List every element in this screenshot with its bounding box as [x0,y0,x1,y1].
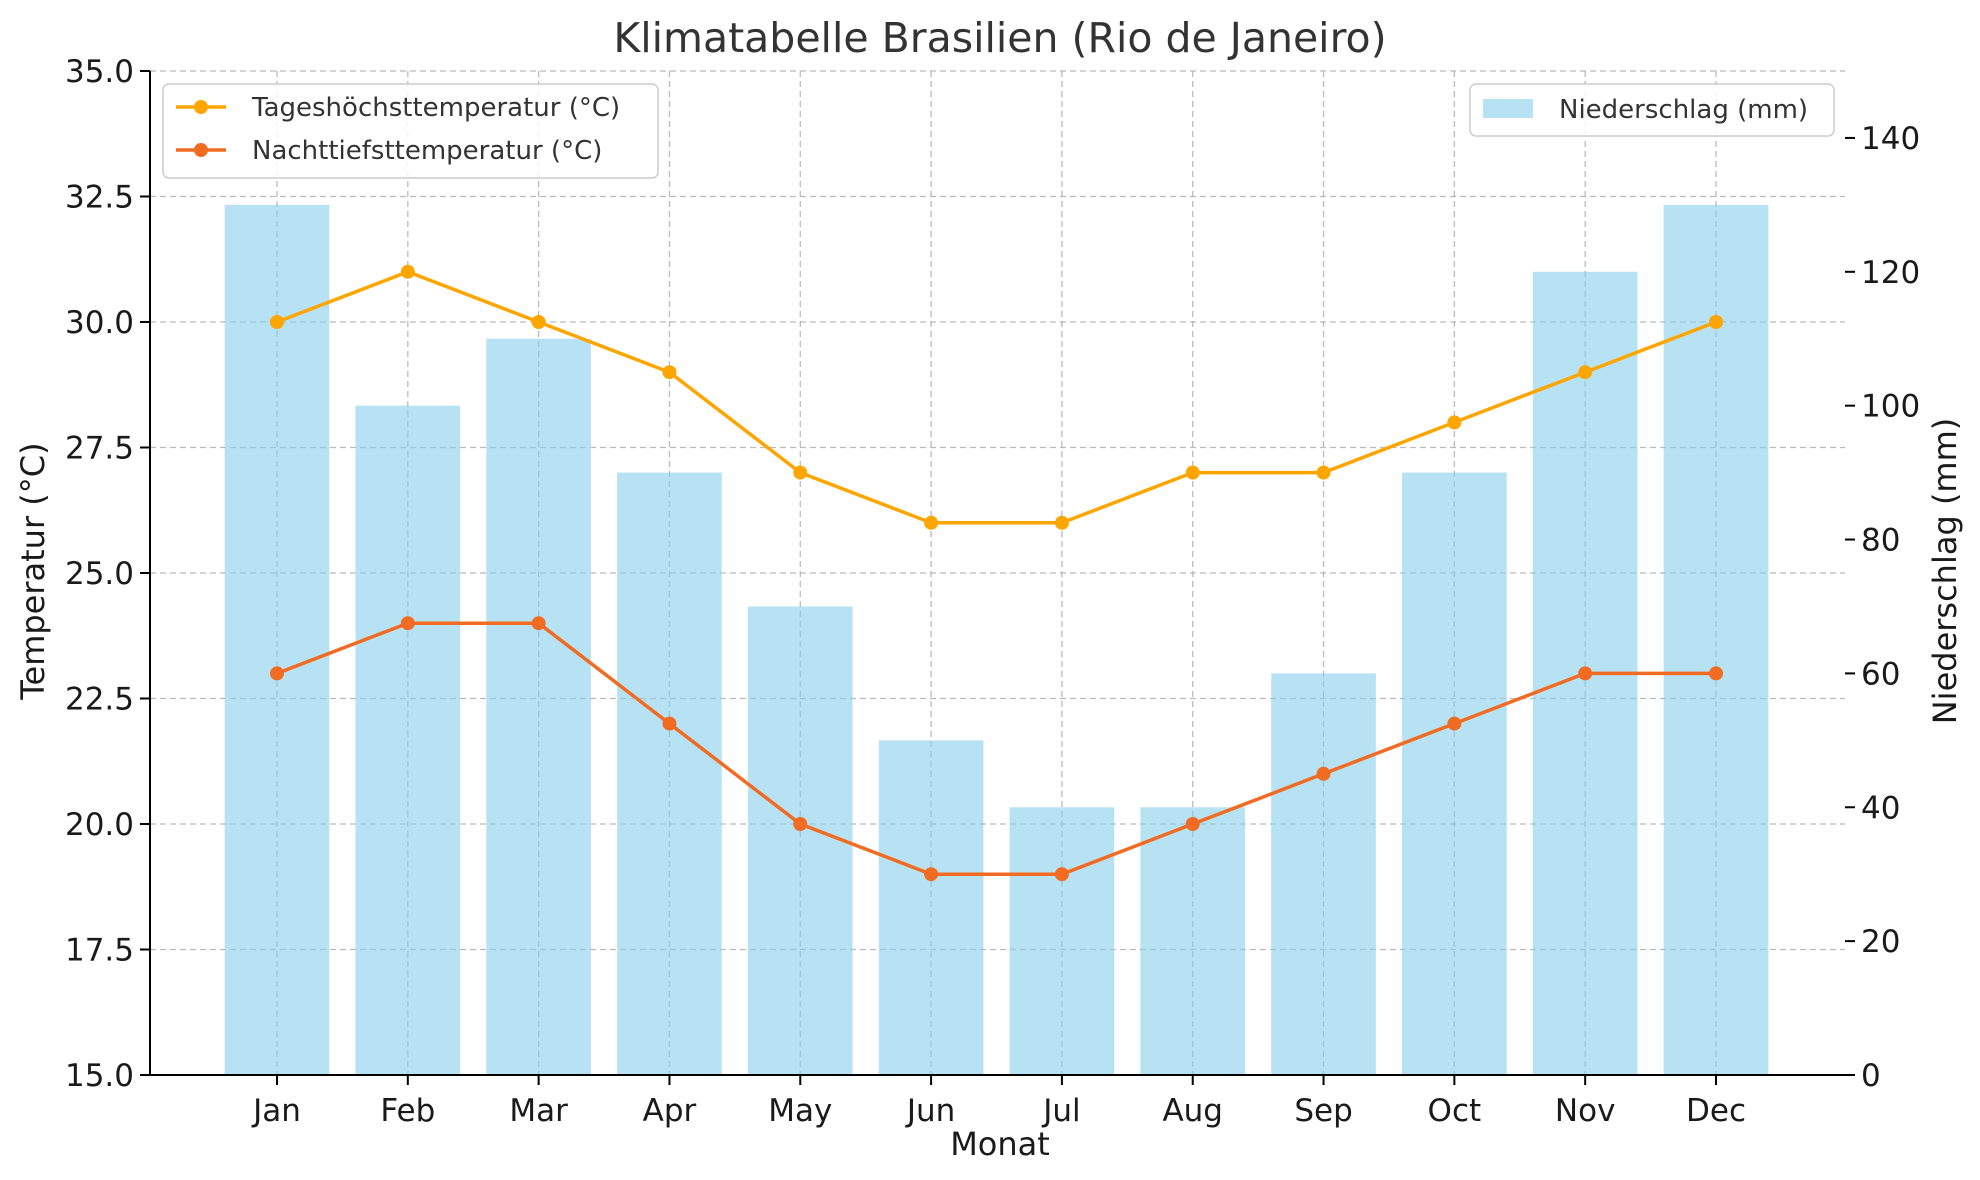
x-axis-title: Monat [950,1125,1050,1163]
precipitation-bar [747,606,853,1075]
max-temp-point [1054,515,1069,530]
left-y-tick-label: 20.0 [65,807,134,843]
max-temp-point [400,264,415,279]
right-y-tick-label: 140 [1861,121,1920,157]
left-y-tick-label: 25.0 [65,556,134,592]
left-y-tick-label: 15.0 [65,1058,134,1094]
right-y-tick-label: 40 [1861,790,1900,826]
x-tick-label: Dec [1686,1093,1746,1129]
left-y-tick-label: 22.5 [65,682,134,718]
min-temp-point [1709,666,1723,681]
precipitation-bar [1663,204,1769,1075]
precipitation-bar [1009,807,1115,1075]
right-y-tick-label: 0 [1861,1058,1881,1094]
left-y-tick-label: 27.5 [65,431,134,467]
legend-precipitation-swatch [1483,99,1533,118]
max-temp-point [1316,465,1331,480]
right-y-tick-label: 100 [1861,389,1920,425]
legend-precipitation-label: Niederschlag (mm) [1559,95,1808,125]
min-temp-point [1316,766,1331,781]
x-tick-label: Mar [509,1093,568,1129]
max-temp-point [924,515,939,530]
legend-precipitation-box [1469,83,1835,137]
x-tick-label: Feb [380,1093,435,1129]
precipitation-bar [355,405,461,1076]
legend-temperature: Tageshöchsttemperatur (°C) Nachttiefstte… [162,83,659,179]
min-temp-point [1447,716,1462,731]
x-tick-label: Sep [1294,1093,1352,1129]
left-y-tick-label: 17.5 [65,933,134,969]
min-temp-point [1054,867,1069,882]
min-temp-point [793,817,808,831]
min-temp-point [270,666,284,681]
legend-temperature-box [162,83,659,179]
precipitation-bar [224,204,330,1075]
min-temp-point [400,616,415,631]
left-y-tick-label: 32.5 [65,180,134,216]
x-tick-label: Jan [251,1093,301,1129]
right-y-tick-label: 120 [1861,255,1920,291]
max-temp-point [1709,315,1723,329]
legend-precipitation: Niederschlag (mm) [1469,83,1835,137]
right-y-axis-title: Niederschlag (mm) [1926,418,1964,725]
min-temp-point [1185,817,1200,831]
x-tick-label: Oct [1428,1093,1482,1129]
max-temp-point [270,315,284,329]
left-y-tick-label: 30.0 [65,305,134,341]
min-temp-point [924,867,939,882]
axes-layer: 15.0 17.5 20.0 22.5 25.0 27.5 30.0 32.5 35.0 0 20 4… [65,54,1920,1129]
min-temp-line [276,621,1716,876]
legend-min-temp-marker [194,143,208,157]
max-temp-point [662,365,677,380]
legend-max-temp-label: Tageshöchsttemperatur (°C) [251,93,620,123]
lines-layer [270,264,1723,882]
max-temp-line [276,270,1717,525]
legend-min-temp-label: Nachttiefsttemperatur (°C) [252,136,602,166]
max-temp-point [1185,465,1200,480]
bars-layer [224,204,1769,1076]
min-temp-point [531,616,546,631]
max-temp-point [1447,415,1462,430]
precipitation-bar [1402,472,1507,1076]
right-y-tick-label: 80 [1861,523,1900,559]
max-temp-point [531,315,546,329]
left-y-axis-title: Temperatur (°C) [14,442,52,700]
precipitation-bar [878,740,984,1075]
min-temp-point [662,716,677,731]
precipitation-bar [1271,673,1376,1075]
x-tick-label: Nov [1555,1093,1616,1129]
precipitation-bar [486,338,591,1075]
right-y-tick-label: 20 [1861,924,1900,960]
x-tick-label: Jul [1041,1093,1080,1129]
max-temp-point [1578,365,1593,380]
x-tick-label: Jun [905,1093,955,1129]
precipitation-bar [617,472,722,1076]
chart-title: Klimatabelle Brasilien (Rio de Janeiro) [613,14,1386,62]
legend-max-temp-marker [194,100,208,114]
max-temp-point [793,465,808,480]
precipitation-bar [1140,807,1246,1075]
min-temp-point [1578,666,1593,681]
x-tick-label: May [768,1093,832,1129]
x-tick-label: Apr [643,1093,697,1129]
x-tick-label: Aug [1162,1093,1223,1129]
left-y-tick-label: 35.0 [65,54,134,90]
right-y-tick-label: 60 [1861,656,1900,692]
